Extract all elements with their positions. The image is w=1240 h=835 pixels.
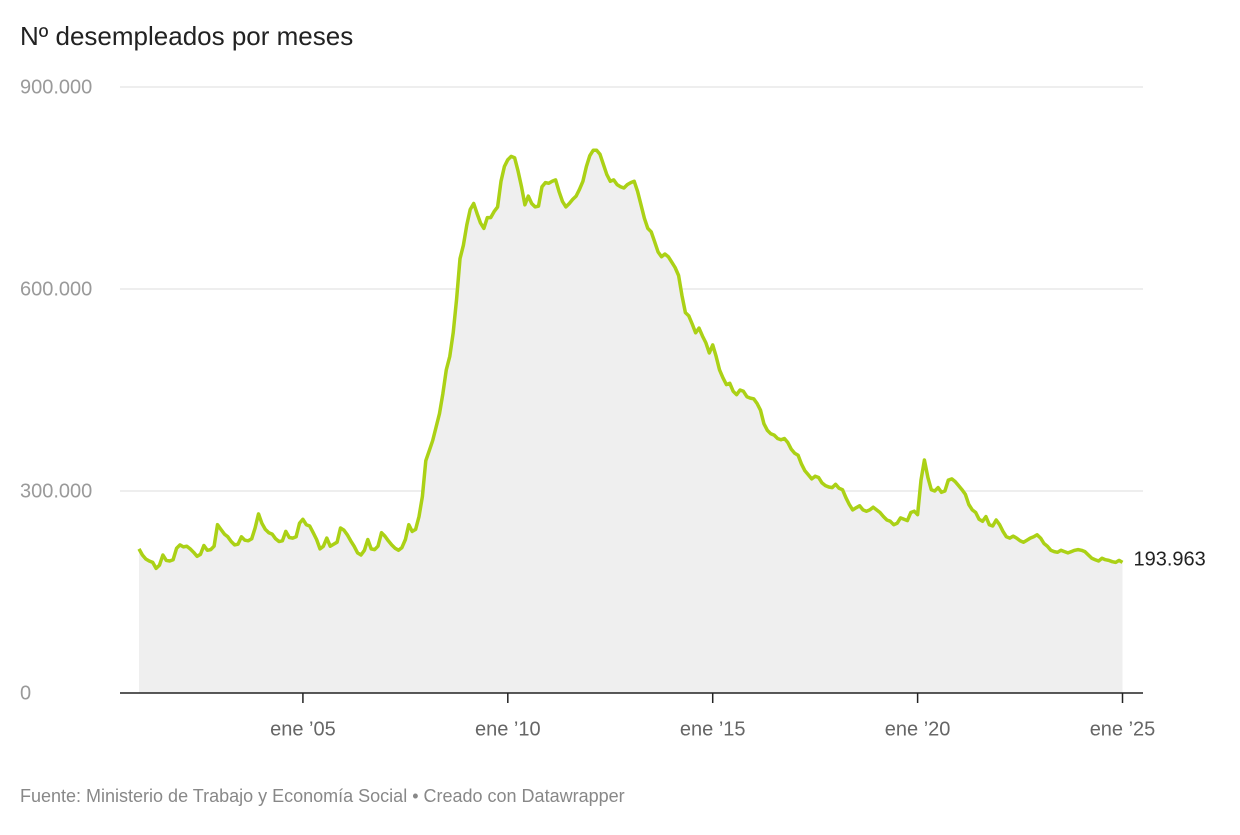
x-tick-label: ene ’15 bbox=[680, 718, 746, 740]
area bbox=[139, 150, 1123, 694]
x-tick-label: ene ’20 bbox=[885, 718, 951, 740]
x-tick-label: ene ’25 bbox=[1090, 718, 1156, 740]
y-tick-label: 0 bbox=[20, 682, 31, 704]
line bbox=[137, 148, 1124, 571]
y-tick-label: 600.000 bbox=[20, 278, 92, 300]
end-value-label: 193.963 bbox=[1134, 549, 1206, 571]
x-tick-label: ene ’10 bbox=[475, 718, 541, 740]
source-note: Fuente: Ministerio de Trabajo y Economía… bbox=[20, 786, 625, 806]
chart-title: Nº desempleados por meses bbox=[20, 21, 353, 51]
x-tick-label: ene ’05 bbox=[270, 718, 336, 740]
y-tick-label: 900.000 bbox=[20, 76, 92, 98]
y-tick-label: 300.000 bbox=[20, 480, 92, 502]
